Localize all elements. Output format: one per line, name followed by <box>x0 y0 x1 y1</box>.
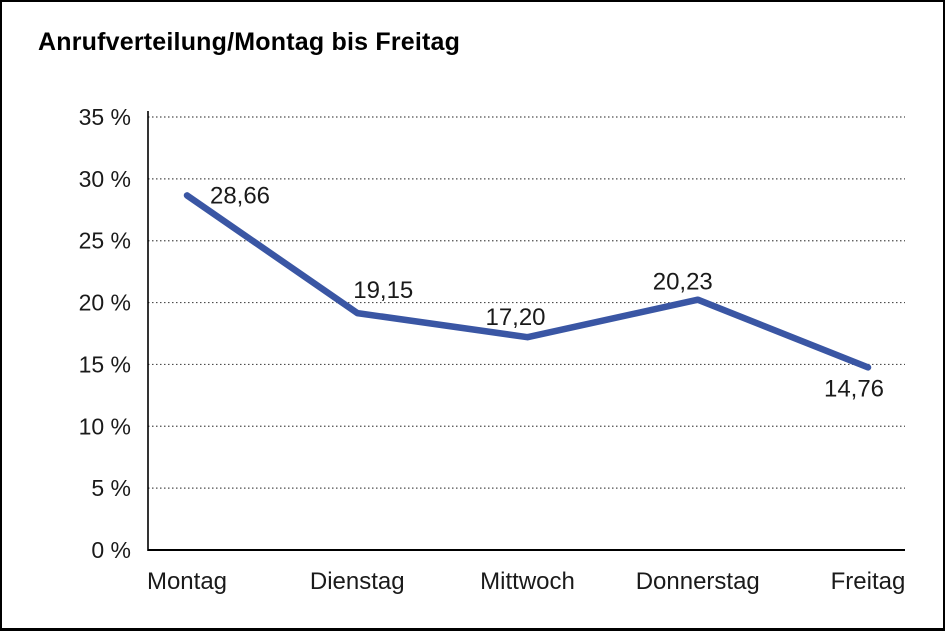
y-tick-label: 0 % <box>91 537 131 563</box>
data-point-label: 19,15 <box>353 277 413 304</box>
y-tick-label: 20 % <box>79 290 131 316</box>
y-tick-label: 5 % <box>91 475 131 501</box>
data-point-label: 17,20 <box>485 304 545 331</box>
data-point-label: 20,23 <box>653 269 713 296</box>
chart-title: Anrufverteilung/Montag bis Freitag <box>38 28 461 56</box>
y-tick-label: 35 % <box>79 104 131 130</box>
x-category-label: Montag <box>147 568 227 595</box>
y-tick-label: 25 % <box>79 228 131 254</box>
data-point-label: 28,66 <box>210 182 270 209</box>
x-category-label: Freitag <box>831 568 906 595</box>
y-tick-label: 10 % <box>79 413 131 439</box>
x-category-label: Donnerstag <box>636 568 760 595</box>
x-category-label: Dienstag <box>310 568 405 595</box>
y-tick-label: 30 % <box>79 166 131 192</box>
data-point-label: 14,76 <box>824 375 884 402</box>
y-tick-label: 15 % <box>79 351 131 377</box>
data-line <box>183 192 872 371</box>
x-category-label: Mittwoch <box>480 568 575 595</box>
